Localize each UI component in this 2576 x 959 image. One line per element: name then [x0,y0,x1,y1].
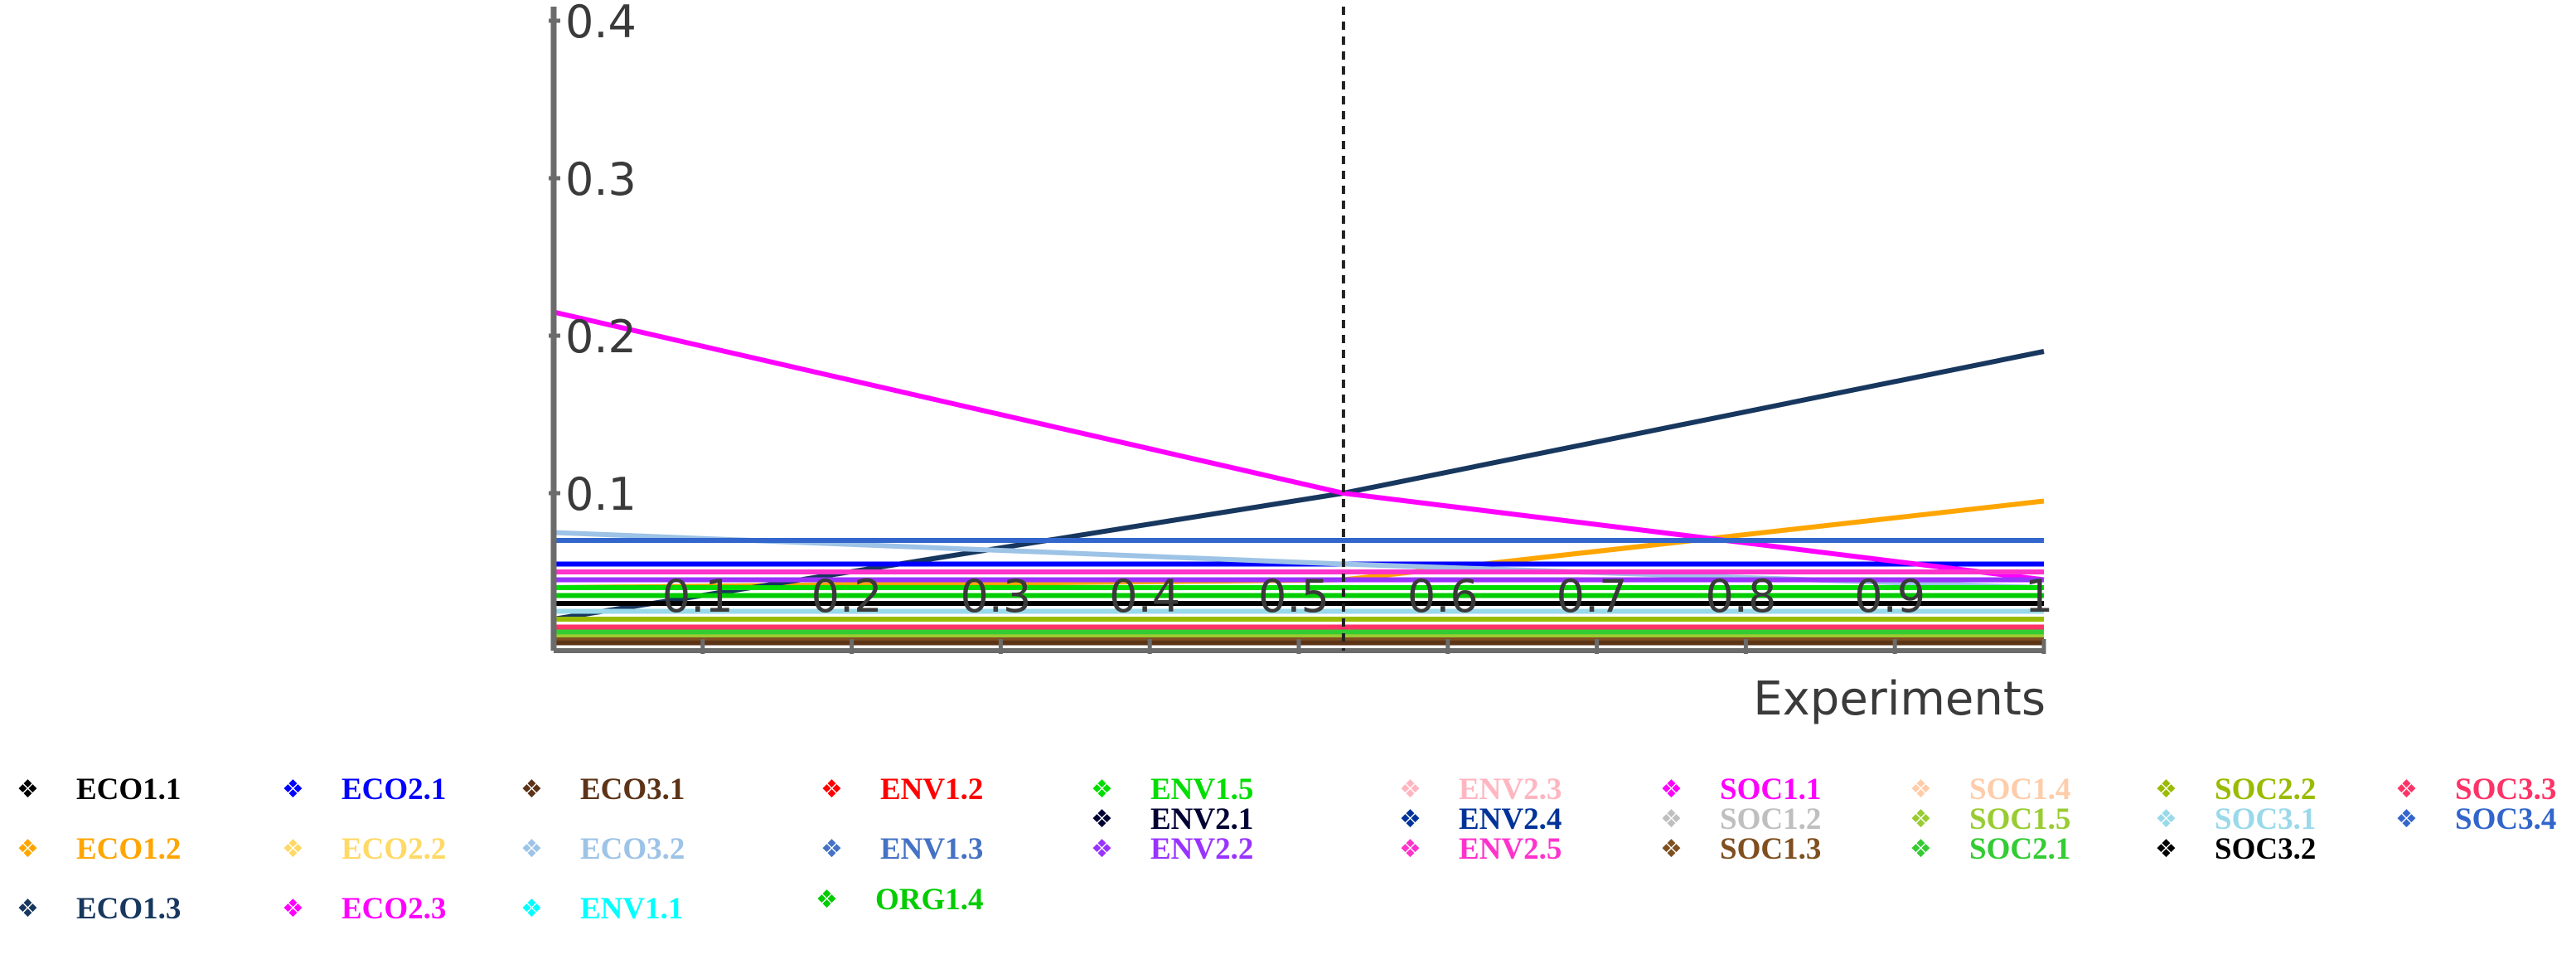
legend-marker-icon: ❖ [521,835,543,864]
legend-marker-icon: ❖ [816,885,838,914]
legend-marker-icon: ❖ [1910,775,1932,804]
y-tick-label: 0.1 [565,468,637,521]
legend-marker-icon: ❖ [1399,805,1421,834]
series-line-eco2-3 [553,309,2045,583]
x-tick-label: 0.7 [1557,570,1628,622]
legend-marker-icon: ❖ [282,835,304,864]
legend-marker-icon: ❖ [821,835,843,864]
legend-marker-icon: ❖ [1091,805,1113,834]
legend-label: ECO3.2 [580,832,685,866]
legend-marker-icon: ❖ [821,775,843,804]
x-tick-label: 0.4 [1109,570,1180,622]
legend-label: SOC3.2 [2215,832,2316,866]
legend-label: ENV2.3 [1459,773,1562,806]
legend: ❖ ECO1.1 ❖ ECO1.2 ❖ ECO1.3 ❖ ECO2.1 ❖ ECO2.2 ❖ ECO2… [17,773,2556,926]
legend-label: SOC1.5 [1969,802,2070,836]
legend-label: ENV2.1 [1150,802,1253,836]
legend-marker-icon: ❖ [2155,835,2177,864]
legend-label: SOC2.1 [1969,832,2070,866]
legend-marker-icon: ❖ [521,775,543,804]
x-tick-label: 0.8 [1705,570,1776,622]
x-tick-label: 0.9 [1854,570,1925,622]
x-tick-label: 0.6 [1407,570,1479,622]
legend-marker-icon: ❖ [1910,835,1932,864]
legend-label: ENV1.5 [1150,773,1253,806]
legend-marker-icon: ❖ [17,894,39,923]
legend-label: ECO1.2 [76,832,181,866]
legend-label: ECO3.1 [580,773,685,806]
legend-label: SOC1.3 [1720,832,1821,866]
legend-label: ENV1.1 [580,892,683,926]
legend-marker-icon: ❖ [2395,775,2418,804]
ticks-layer: 0.1 0.2 0.3 0.4 0.5 0.6 0.7 0.8 0.9 1 0.1 0.2 0.3 0.4 [549,0,2053,654]
legend-marker-icon: ❖ [17,775,39,804]
legend-label: SOC2.2 [2215,773,2316,806]
x-tick-label: 0.3 [960,570,1031,622]
legend-label: SOC1.2 [1720,802,1821,836]
legend-label: SOC3.4 [2455,802,2556,836]
x-tick-label: 0.2 [811,570,883,622]
legend-label: SOC3.1 [2215,802,2316,836]
legend-marker-icon: ❖ [1660,805,1683,834]
legend-marker-icon: ❖ [1399,775,1421,804]
legend-label: SOC1.4 [1969,773,2070,806]
legend-marker-icon: ❖ [521,894,543,923]
legend-marker-icon: ❖ [2395,805,2418,834]
legend-marker-icon: ❖ [282,894,304,923]
legend-marker-icon: ❖ [1910,805,1932,834]
legend-label: ECO2.2 [341,832,446,866]
legend-marker-icon: ❖ [2155,775,2177,804]
x-axis-title: Experiments [1753,672,2046,726]
legend-label: ENV1.3 [880,832,983,866]
legend-label: ORG1.4 [875,883,984,917]
y-tick-label: 0.2 [565,311,637,363]
y-tick-label: 0.4 [565,0,637,48]
legend-label: ECO2.1 [341,773,446,806]
legend-label: SOC3.3 [2455,773,2556,806]
legend-marker-icon: ❖ [1399,835,1421,864]
legend-marker-icon: ❖ [2155,805,2177,834]
legend-label: ENV1.2 [880,773,983,806]
legend-marker-icon: ❖ [282,775,304,804]
legend-marker-icon: ❖ [17,835,39,864]
legend-marker-icon: ❖ [1091,775,1113,804]
legend-label: ENV2.5 [1459,832,1562,866]
x-tick-label: 0.5 [1258,570,1329,622]
legend-marker-icon: ❖ [1660,835,1683,864]
x-tick-label: 0.1 [662,570,734,622]
legend-marker-icon: ❖ [1091,835,1113,864]
x-tick-label: 1 [2025,570,2053,622]
legend-label: SOC1.1 [1720,773,1821,806]
y-tick-label: 0.3 [565,153,637,206]
legend-label: ENV2.2 [1150,832,1253,866]
legend-marker-icon: ❖ [1660,775,1683,804]
legend-label: ECO1.3 [76,892,181,926]
legend-label: ECO1.1 [76,773,181,806]
legend-label: ECO2.3 [341,892,446,926]
legend-label: ENV2.4 [1459,802,1562,836]
